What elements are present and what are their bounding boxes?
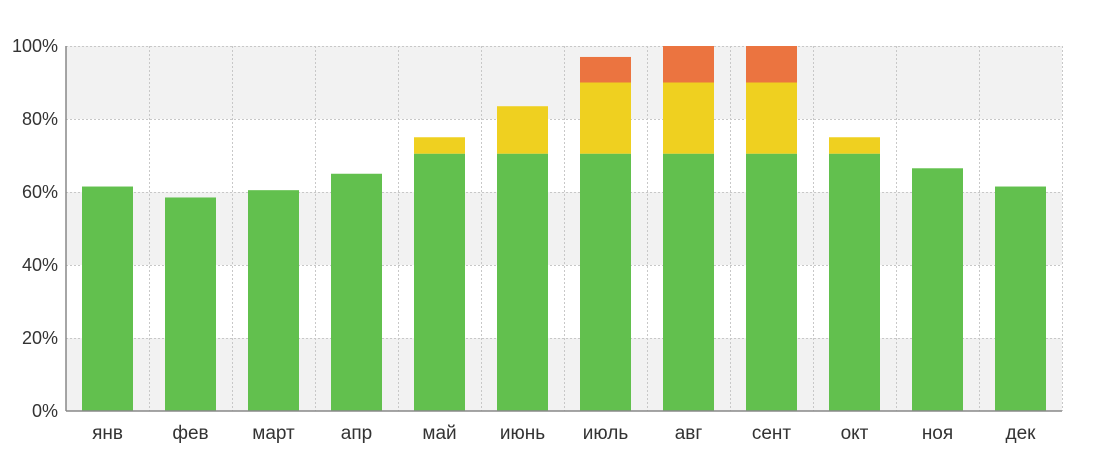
x-tick-label: июнь — [500, 423, 545, 444]
bar-segment-ноя-1 — [912, 168, 963, 411]
x-tick-label: сент — [752, 423, 792, 444]
bar-segment-май-1 — [414, 153, 465, 412]
bar-segment-авг-2 — [663, 82, 714, 154]
bar-segment-июль-1 — [580, 153, 631, 412]
y-axis-tick-labels: 0% 20% 40% 60% 80% 100% — [12, 36, 58, 421]
background-band — [66, 265, 1062, 338]
x-tick-label: ноя — [922, 423, 953, 444]
x-tick-label: апр — [341, 423, 372, 444]
background-band — [66, 192, 1062, 265]
bar-segment-июль-3 — [580, 56, 631, 83]
y-tick-label: 20% — [22, 328, 58, 348]
y-tick-label: 60% — [22, 182, 58, 202]
bar-segment-окт-1 — [829, 153, 880, 412]
bar-segment-янв-1 — [82, 186, 133, 411]
x-tick-label: май — [422, 423, 456, 444]
x-tick-label: окт — [841, 423, 869, 444]
bar-segment-сент-2 — [746, 82, 797, 154]
y-tick-label: 80% — [22, 109, 58, 129]
bar-segment-фев-1 — [165, 197, 216, 411]
bar-segment-авг-3 — [663, 46, 714, 83]
y-tick-label: 0% — [32, 401, 58, 421]
bar-segment-июнь-1 — [497, 153, 548, 412]
x-tick-label: фев — [172, 423, 208, 444]
bar-segment-июнь-2 — [497, 106, 548, 154]
y-tick-label: 40% — [22, 255, 58, 275]
axes — [65, 46, 1062, 412]
x-tick-label: дек — [1006, 423, 1037, 444]
bar-segment-окт-2 — [829, 137, 880, 154]
bar-segment-сент-1 — [746, 153, 797, 412]
bar-segment-июль-2 — [580, 82, 631, 154]
bar-segment-март-1 — [248, 190, 299, 411]
bar-segment-май-2 — [414, 137, 465, 154]
x-tick-label: авг — [675, 423, 703, 444]
x-tick-label: янв — [92, 423, 123, 444]
bar-segment-авг-1 — [663, 153, 714, 412]
x-tick-label: март — [252, 423, 295, 444]
x-tick-label: июль — [583, 423, 629, 444]
bar-segment-апр-1 — [331, 173, 382, 411]
y-tick-label: 100% — [12, 36, 58, 56]
bar-segment-сент-3 — [746, 46, 797, 83]
x-axis-tick-labels: янв фев март апр май июнь июль авг сент окт ноя дек — [92, 423, 1036, 444]
bars — [82, 46, 1046, 412]
bar-segment-дек-1 — [995, 186, 1046, 411]
grid-lines — [66, 46, 1063, 411]
